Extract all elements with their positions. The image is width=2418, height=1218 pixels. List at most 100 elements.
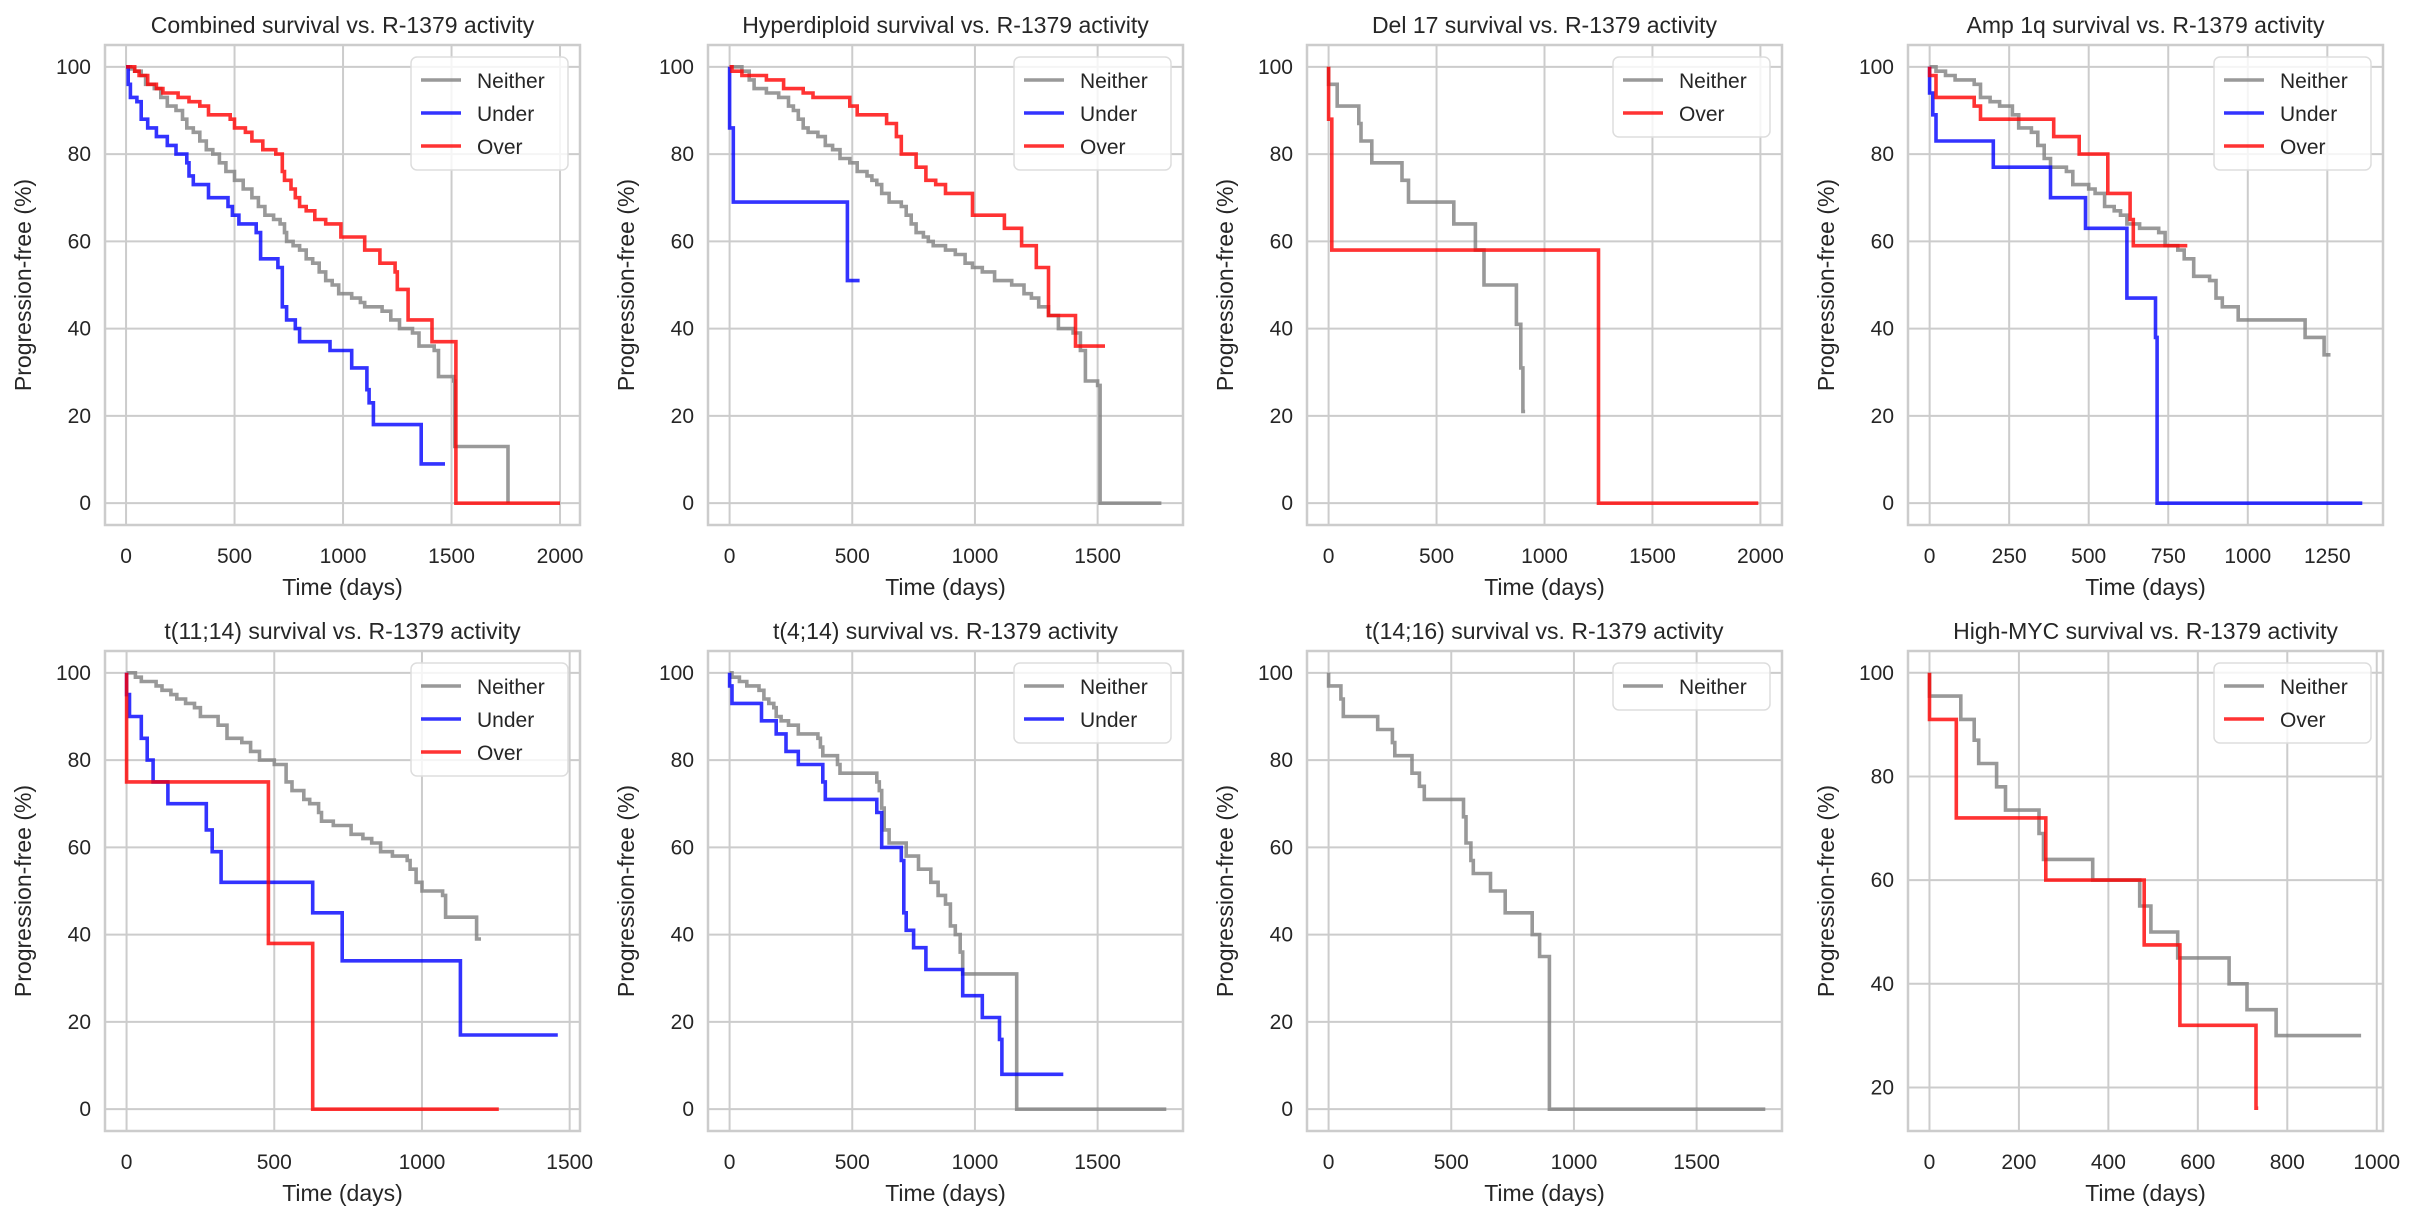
x-tick-label: 2000 — [537, 545, 584, 568]
panel-4: 0 250 500 750 1000 1250 0 20 40 60 80 100 Amp 1q sur… — [1813, 12, 2385, 600]
y-tick-label: 100 — [659, 662, 694, 685]
x-tick-label: 0 — [724, 1151, 736, 1174]
y-axis-label: Progression-free (%) — [1813, 785, 1839, 997]
x-tick-label: 0 — [1323, 1151, 1335, 1174]
chart-title: Combined survival vs. R-1379 activity — [151, 12, 535, 38]
legend-label: Neither — [1080, 676, 1148, 699]
series-line-under — [1927, 66, 2363, 505]
series-line-over — [126, 65, 560, 505]
y-tick-label: 0 — [682, 492, 694, 515]
y-tick-label: 100 — [56, 56, 91, 79]
series-line-over — [729, 65, 1105, 348]
x-tick-label: 0 — [1924, 1151, 1936, 1174]
y-tick-label: 40 — [1871, 973, 1894, 996]
legend: Neither Over — [1612, 56, 1771, 138]
x-tick-label: 500 — [2071, 545, 2106, 568]
legend-label: Over — [2280, 709, 2326, 732]
legend-box — [410, 56, 569, 171]
y-tick-label: 20 — [671, 405, 694, 428]
y-axis-label: Progression-free (%) — [10, 179, 36, 391]
legend: Neither Under Over — [410, 56, 569, 171]
series-line-neither — [126, 65, 510, 504]
legend-label: Neither — [477, 70, 545, 93]
legend-label: Neither — [477, 676, 545, 699]
y-tick-label: 40 — [68, 924, 91, 947]
series-line-neither — [729, 65, 1162, 505]
y-tick-label: 80 — [1871, 143, 1894, 166]
y-tick-label: 80 — [1871, 765, 1894, 788]
y-tick-label: 60 — [1871, 230, 1894, 253]
series-line-neither — [126, 671, 481, 941]
x-tick-label: 1500 — [428, 545, 475, 568]
y-tick-label: 80 — [68, 749, 91, 772]
x-tick-label: 500 — [1434, 1151, 1469, 1174]
axes-frame — [1906, 43, 2385, 527]
x-tick-label: 1000 — [2224, 545, 2271, 568]
x-tick-label: 1500 — [1074, 1151, 1121, 1174]
x-tick-label: 500 — [835, 545, 870, 568]
x-tick-label: 1500 — [1673, 1151, 1720, 1174]
x-tick-label: 1000 — [952, 1151, 999, 1174]
y-tick-label: 100 — [1258, 662, 1293, 685]
x-axis-label: Time (days) — [885, 574, 1006, 600]
x-tick-label: 1500 — [1074, 545, 1121, 568]
legend: Neither Under — [1013, 662, 1172, 744]
series-line-over — [124, 672, 499, 1111]
legend-box — [1013, 56, 1172, 171]
axes-frame — [1305, 43, 1784, 527]
x-tick-label: 1000 — [320, 545, 367, 568]
series-line-over — [1927, 66, 2188, 248]
y-tick-label: 20 — [1871, 405, 1894, 428]
x-tick-label: 200 — [2001, 1151, 2036, 1174]
x-axis-label: Time (days) — [282, 574, 403, 600]
y-axis-label: Progression-free (%) — [613, 785, 639, 997]
legend-label: Neither — [2280, 70, 2348, 93]
y-tick-label: 20 — [68, 1011, 91, 1034]
panel-3: 0 500 1000 1500 2000 0 20 40 60 80 100 Del 17 survi… — [1212, 12, 1784, 600]
x-tick-label: 500 — [257, 1151, 292, 1174]
y-axis-label: Progression-free (%) — [10, 785, 36, 997]
x-tick-label: 250 — [1992, 545, 2027, 568]
y-tick-label: 100 — [1859, 662, 1894, 685]
axes-frame — [1305, 649, 1784, 1133]
legend-label: Over — [1679, 103, 1725, 126]
panel-7: 0 500 1000 1500 0 20 40 60 80 100 t(14;16) surviva… — [1212, 618, 1784, 1206]
legend-label: Over — [477, 742, 523, 765]
x-tick-label: 750 — [2151, 545, 2186, 568]
legend-label: Neither — [1080, 70, 1148, 93]
y-tick-label: 0 — [682, 1098, 694, 1121]
series-line-under — [124, 672, 558, 1037]
chart-title: Del 17 survival vs. R-1379 activity — [1372, 12, 1718, 38]
axes-frame — [1906, 649, 2385, 1133]
y-tick-label: 80 — [1270, 143, 1293, 166]
y-tick-label: 100 — [1859, 56, 1894, 79]
y-tick-label: 0 — [1281, 492, 1293, 515]
x-tick-label: 1000 — [952, 545, 999, 568]
legend: Neither Under Over — [2213, 56, 2372, 171]
legend-label: Over — [477, 136, 523, 159]
x-tick-label: 1250 — [2304, 545, 2351, 568]
y-tick-label: 60 — [1270, 836, 1293, 859]
x-tick-label: 0 — [1323, 545, 1335, 568]
axes-frame — [103, 43, 582, 527]
y-tick-label: 40 — [1270, 924, 1293, 947]
x-tick-label: 500 — [835, 1151, 870, 1174]
x-tick-label: 0 — [1924, 545, 1936, 568]
legend-label: Under — [477, 709, 534, 732]
x-tick-label: 500 — [217, 545, 252, 568]
x-tick-label: 400 — [2091, 1151, 2126, 1174]
y-tick-label: 40 — [1270, 318, 1293, 341]
x-tick-label: 2000 — [1737, 545, 1784, 568]
x-axis-label: Time (days) — [1484, 574, 1605, 600]
x-tick-label: 0 — [120, 545, 132, 568]
chart-title: Amp 1q survival vs. R-1379 activity — [1967, 12, 2325, 38]
chart-title: t(4;14) survival vs. R-1379 activity — [773, 618, 1119, 644]
legend-box — [2213, 662, 2372, 744]
legend-label: Neither — [2280, 676, 2348, 699]
series-line-over — [1326, 66, 1759, 505]
y-tick-label: 80 — [68, 143, 91, 166]
panel-1: 0 500 1000 1500 2000 0 20 40 60 80 100 Combined sur… — [10, 12, 583, 600]
x-axis-label: Time (days) — [1484, 1180, 1605, 1206]
x-tick-label: 0 — [724, 545, 736, 568]
